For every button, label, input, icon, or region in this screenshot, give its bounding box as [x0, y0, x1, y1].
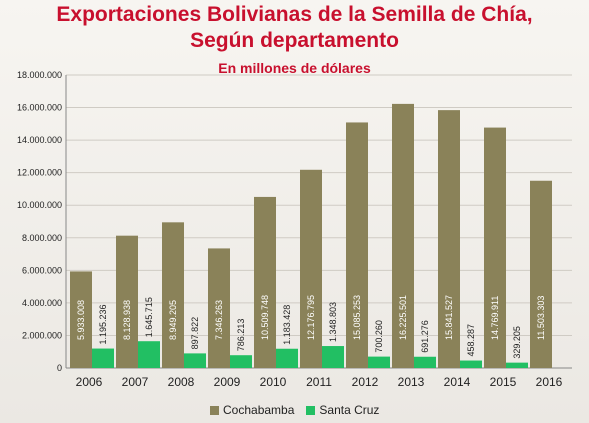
y-tick-label: 10.000.000 [17, 200, 62, 210]
data-label-cochabamba: 12.176.795 [306, 295, 316, 340]
data-label-santa-cruz: 691.276 [420, 320, 430, 353]
bar-santa-cruz [276, 348, 298, 368]
y-tick-label: 0 [57, 363, 62, 373]
data-label-cochabamba: 16.225.501 [398, 295, 408, 340]
bar-cochabamba [392, 103, 414, 369]
bar-santa-cruz [230, 355, 252, 368]
x-tick-label: 2007 [122, 375, 149, 389]
y-tick-label: 2.000.000 [22, 330, 62, 340]
y-tick-label: 8.000.000 [22, 233, 62, 243]
chart-title: Exportaciones Bolivianas de la Semilla d… [0, 2, 589, 54]
y-tick-label: 14.000.000 [17, 135, 62, 145]
x-tick-label: 2016 [536, 375, 563, 389]
data-label-cochabamba: 7.346.263 [214, 300, 224, 340]
bar-chart: 0 2.000.000 4.000.000 6.000.000 8.000.000 10.… [17, 70, 572, 389]
bar-santa-cruz [92, 348, 114, 368]
data-label-santa-cruz: 458.287 [466, 324, 476, 357]
data-label-cochabamba: 10.509.748 [260, 295, 270, 340]
bar-cochabamba [254, 196, 276, 368]
legend-swatch-cochabamba [210, 405, 219, 415]
x-tick-label: 2014 [444, 375, 471, 389]
bar-cochabamba [116, 235, 138, 368]
data-label-cochabamba: 8.949.205 [168, 300, 178, 340]
y-tick-label: 18.000.000 [17, 70, 62, 80]
bar-cochabamba [300, 169, 322, 368]
legend-label-santa-cruz: Santa Cruz [319, 403, 380, 417]
legend-item-santa-cruz: Santa Cruz [306, 403, 379, 417]
x-tick-label: 2013 [398, 375, 425, 389]
data-label-cochabamba: 15.841.527 [444, 295, 454, 340]
data-label-cochabamba: 8.128.938 [122, 300, 132, 340]
legend-swatch-santa-cruz [306, 405, 316, 415]
legend: Cochabamba Santa Cruz [210, 403, 379, 417]
y-tick-label: 16.000.000 [17, 103, 62, 113]
bar-santa-cruz [322, 346, 344, 368]
bar-cochabamba [162, 222, 184, 368]
y-tick-label: 4.000.000 [22, 298, 62, 308]
bar-santa-cruz [506, 362, 528, 368]
data-label-cochabamba: 5.933.008 [76, 300, 86, 340]
data-label-santa-cruz: 897.822 [190, 317, 200, 350]
bar-santa-cruz [460, 360, 482, 368]
x-tick-label: 2015 [490, 375, 517, 389]
legend-label-cochabamba: Cochabamba [223, 403, 295, 417]
x-tick-label: 2008 [168, 375, 195, 389]
data-label-cochabamba: 14.769.911 [490, 296, 500, 340]
x-tick-label: 2010 [260, 375, 287, 389]
data-label-santa-cruz: 1.645.715 [144, 297, 154, 337]
bar-cochabamba [484, 127, 506, 368]
x-tick-label: 2006 [76, 375, 103, 389]
data-label-santa-cruz: 1.183.428 [282, 305, 292, 345]
chart-title-line-1: Exportaciones Bolivianas de la Semilla d… [56, 3, 533, 26]
x-tick-label: 2012 [352, 375, 379, 389]
x-tick-label: 2009 [214, 375, 241, 389]
data-label-santa-cruz: 1.348.803 [328, 302, 338, 342]
bar-santa-cruz [138, 341, 160, 368]
bar-cochabamba [346, 122, 368, 368]
bar-santa-cruz [414, 356, 436, 368]
bar-cochabamba [438, 110, 460, 369]
y-tick-label: 6.000.000 [22, 265, 62, 275]
chart-title-line-2: Según departamento [190, 29, 399, 52]
data-label-santa-cruz: 329.205 [512, 326, 522, 359]
bar-cochabamba [530, 180, 552, 368]
data-label-santa-cruz: 786.213 [236, 319, 246, 352]
chart-subtitle: En millones de dólares [218, 60, 371, 76]
data-label-santa-cruz: 1.195.236 [98, 304, 108, 344]
y-tick-label: 12.000.000 [17, 168, 62, 178]
bar-santa-cruz [184, 353, 206, 368]
data-label-cochabamba: 11.503.303 [536, 296, 546, 340]
bar-cochabamba [208, 248, 230, 368]
x-tick-label: 2011 [306, 375, 332, 389]
data-label-cochabamba: 15.085.253 [352, 295, 362, 340]
bar-cochabamba [70, 271, 92, 368]
legend-item-cochabamba: Cochabamba [210, 403, 294, 417]
bar-santa-cruz [368, 356, 390, 368]
data-label-santa-cruz: 700.260 [374, 320, 384, 353]
